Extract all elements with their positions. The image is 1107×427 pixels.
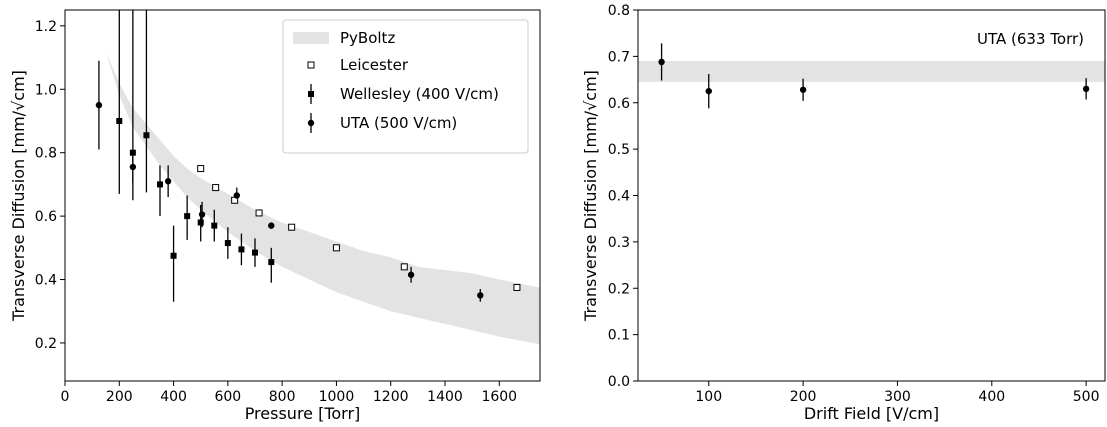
right-y-axis-label: Transverse Diffusion [mm/√cm] [581, 70, 600, 322]
wellesley-point [116, 117, 123, 124]
wellesley-point [211, 222, 218, 229]
x-tick-label: 400 [160, 389, 187, 405]
legend-pyboltz-swatch [293, 32, 329, 44]
pyboltz-band [97, 10, 540, 345]
leicester-point [400, 263, 408, 271]
x-tick-label: 300 [884, 389, 911, 405]
legend-uta-marker [307, 113, 315, 133]
right-band [638, 61, 1105, 82]
uta-point [233, 192, 241, 199]
x-tick-label: 200 [106, 389, 133, 405]
y-tick-label: 0.7 [608, 49, 630, 65]
uta-point [799, 86, 807, 93]
uta-point [407, 271, 415, 278]
wellesley-point [252, 249, 258, 256]
uta-point [477, 292, 484, 299]
x-tick-label: 800 [269, 389, 296, 405]
drift-field-chart: 100 200 300 400 500 0.0 0.1 0.2 0.3 0.4 0.5 0.6 0.7… [581, 3, 1106, 423]
wellesley-point [197, 219, 204, 226]
y-tick-label: 0.3 [608, 235, 630, 251]
y-tick-label: 0.4 [35, 273, 57, 289]
wellesley-point [184, 213, 191, 220]
legend-uta-circle [307, 119, 315, 127]
left-y-ticks: 0.2 0.4 0.6 0.8 1.0 1.2 [35, 19, 65, 352]
leicester-point [212, 184, 220, 192]
y-tick-label: 1.0 [35, 82, 57, 98]
legend-uta-label: UTA (500 V/cm) [340, 114, 457, 132]
wellesley-point [268, 259, 275, 266]
legend-pyboltz-label: PyBoltz [340, 29, 395, 47]
leicester-point [513, 283, 521, 291]
y-tick-label: 0.1 [608, 328, 630, 344]
uta-point [705, 87, 712, 95]
uta-point [95, 101, 103, 109]
leicester-point [197, 165, 205, 173]
wellesley-point [238, 246, 245, 253]
leicester-point [288, 223, 296, 231]
leicester-point [255, 209, 263, 217]
right-markers [658, 58, 1090, 95]
y-tick-label: 0.5 [608, 142, 630, 158]
right-x-ticks: 100 200 300 400 500 [695, 381, 1099, 405]
x-tick-label: 500 [1073, 389, 1100, 405]
wellesley-point [157, 181, 163, 188]
uta-point [268, 222, 275, 229]
left-markers [95, 101, 521, 299]
y-tick-label: 0.2 [608, 281, 630, 297]
x-tick-label: 1200 [373, 389, 409, 405]
x-tick-label: 400 [978, 389, 1005, 405]
uta-point [129, 163, 137, 171]
legend-leicester-marker [307, 61, 315, 69]
uta-point [1082, 85, 1090, 93]
pressure-chart: 0 200 400 600 800 1000 1200 1400 1600 0.20.40.60… [9, 9, 541, 423]
y-tick-label: 0.0 [608, 374, 630, 390]
left-plot-frame [64, 9, 541, 382]
y-tick-label: 0.2 [35, 336, 57, 352]
legend-wellesley-square [308, 91, 314, 97]
legend-wellesley-marker [308, 84, 314, 104]
legend-leicester-label: Leicester [340, 56, 409, 74]
left-x-ticks: 0 200 400 600 800 1000 1200 1400 1600 [61, 381, 517, 405]
x-tick-label: 1000 [319, 389, 355, 405]
left-x-axis-label: Pressure [Torr] [245, 404, 361, 423]
leicester-point [332, 244, 340, 252]
wellesley-point [143, 132, 150, 139]
chart-annotation: UTA (633 Torr) [977, 30, 1084, 48]
right-y-ticks: 0.0 0.1 0.2 0.3 0.4 0.5 0.6 0.7 0.8 [608, 3, 638, 390]
right-x-axis-label: Drift Field [V/cm] [804, 404, 939, 423]
x-tick-label: 100 [695, 389, 722, 405]
y-tick-label: 0.8 [35, 146, 57, 162]
x-tick-label: 1600 [481, 389, 517, 405]
y-tick-label: 1.2 [35, 19, 57, 35]
legend-box [282, 19, 529, 154]
y-tick-label: 0.4 [608, 189, 630, 205]
left-y-axis-label: Transverse Diffusion [mm/√cm] [9, 70, 28, 322]
x-tick-label: 1400 [427, 389, 463, 405]
wellesley-point [224, 240, 231, 247]
legend: PyBoltz Leicester Wellesley (400 V/cm) U… [282, 19, 529, 154]
y-tick-label: 0.6 [35, 209, 57, 225]
x-tick-label: 600 [214, 389, 241, 405]
x-tick-label: 200 [790, 389, 817, 405]
uta-point [164, 178, 172, 185]
wellesley-point [129, 149, 136, 156]
uta-point [198, 211, 206, 218]
wellesley-point [170, 252, 177, 259]
y-tick-label: 0.8 [608, 3, 630, 19]
x-tick-label: 0 [61, 389, 70, 405]
y-tick-label: 0.6 [608, 96, 630, 112]
legend-wellesley-label: Wellesley (400 V/cm) [340, 85, 499, 103]
uta-point [658, 58, 665, 66]
